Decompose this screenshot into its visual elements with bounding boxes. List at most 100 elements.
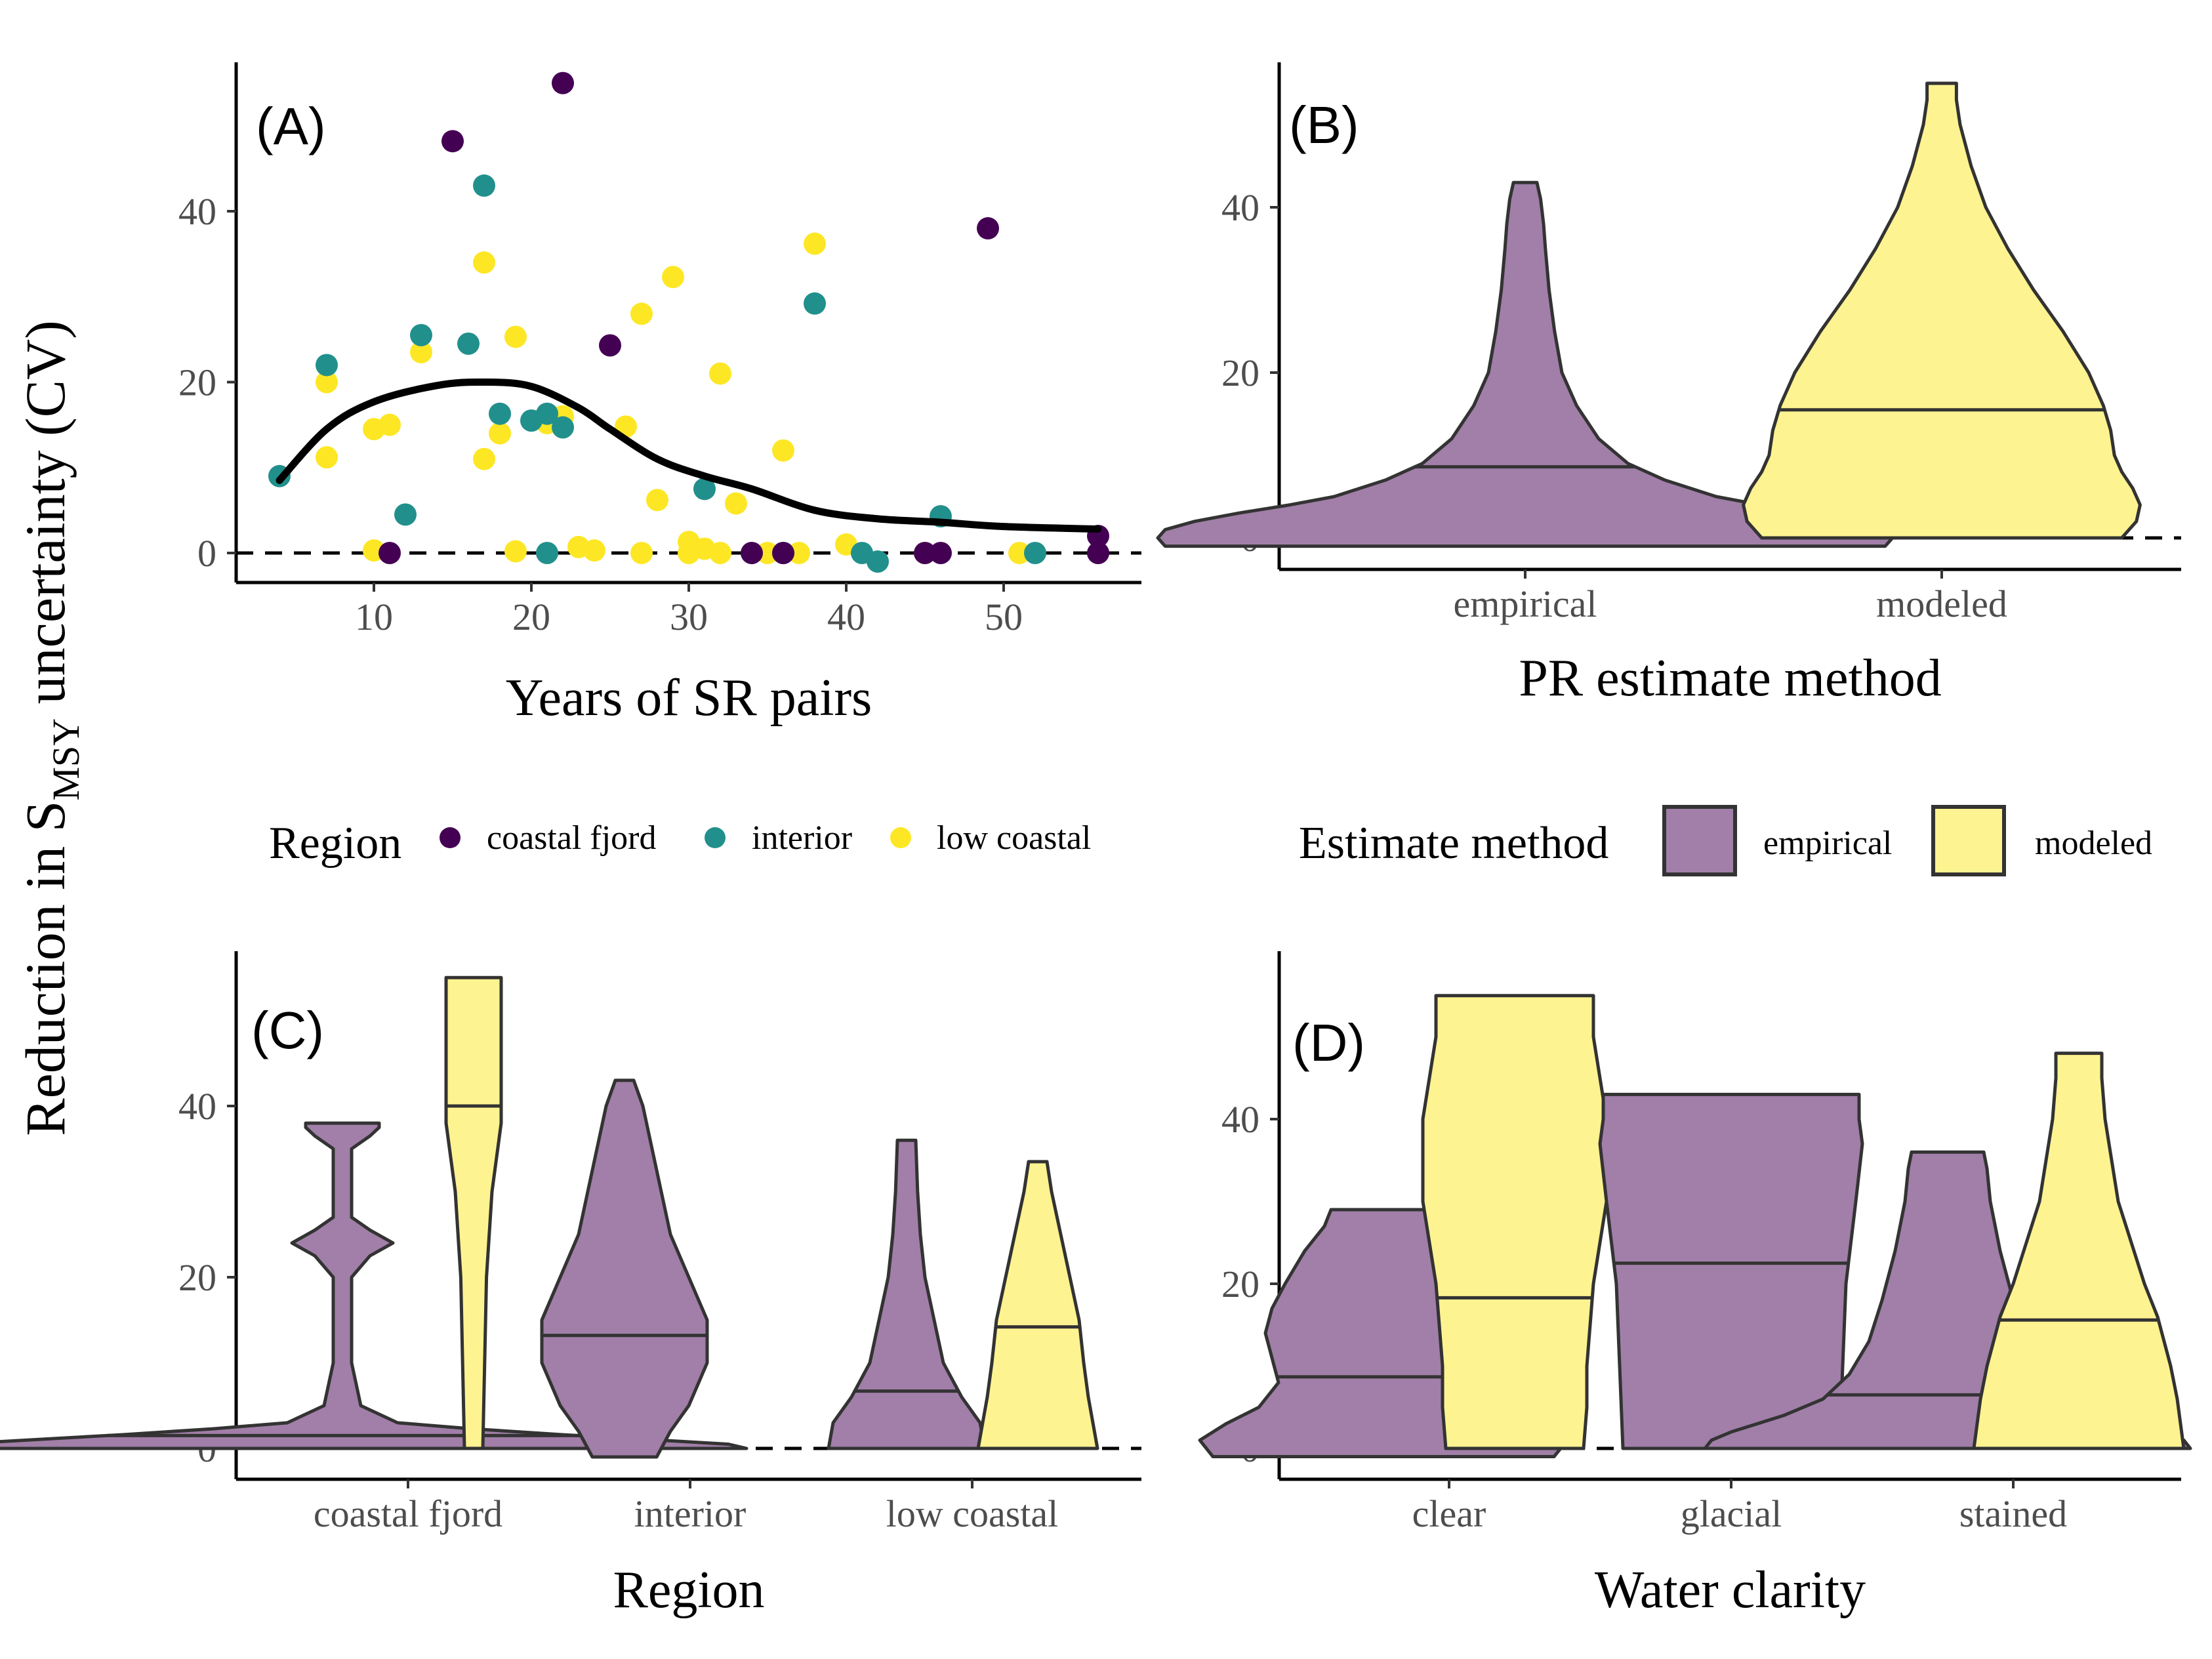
chart-1-x-axis-label: Years of SR pairs [506, 669, 872, 727]
chart-1-y-tick-label-20: 20 [178, 361, 216, 404]
chart-1-interior-point-9 [536, 542, 558, 564]
chart-1-low-coastal-point-26 [756, 542, 779, 564]
chart-4-x-axis-label: Water clarity [1595, 1561, 1866, 1619]
chart-3-violin-low-coastal-empirical [827, 1138, 987, 1450]
chart-2-x-axis-label: PR estimate method [1519, 649, 1941, 707]
legend-key-empirical [1662, 805, 1737, 876]
chart-1-interior-point-17 [1024, 542, 1046, 564]
chart-3-violin-coastal-fjord-empirical [0, 1121, 748, 1450]
chart-4-panel-tag: (D) [1292, 1014, 1365, 1072]
chart-1-x-tick-label-20: 20 [512, 596, 550, 638]
chart-1-low-coastal-point-17 [630, 542, 653, 564]
chart-3-panel-tag: (C) [251, 1001, 324, 1059]
chart-1-panel-tag: (A) [256, 97, 326, 155]
chart-1-interior-point-1 [316, 354, 338, 377]
chart-1-low-coastal-point-23 [709, 362, 731, 385]
chart-1-interior-point-3 [410, 323, 432, 346]
chart-1-low-coastal-point-5 [410, 340, 432, 363]
chart-1-x-tick-label-40: 40 [827, 596, 865, 638]
chart-3-y-tick-label-40: 40 [178, 1085, 216, 1128]
method-legend: Estimate method empirical modeled [1299, 805, 2152, 876]
chart-1-y-tick-label-40: 40 [178, 190, 216, 233]
chart-3-violin-low-coastal-modeled [976, 1160, 1099, 1450]
chart-3-violin-coastal-fjord-modeled [444, 975, 503, 1450]
legend-key-interior [705, 827, 726, 848]
legend-key-coastal-fjord [440, 827, 461, 848]
chart-4-violin-clear-modeled [1421, 994, 1608, 1450]
chart-1-interior-point-6 [489, 402, 511, 425]
chart-1-coastal-fjord-point-5 [772, 542, 794, 564]
chart-1-interior-point-11 [693, 478, 716, 501]
chart-3-x-axis-label: Region [613, 1561, 764, 1619]
y-axis-label: Reduction in SMSY uncertainty (CV) [14, 320, 87, 1136]
chart-1-low-coastal-point-19 [662, 266, 684, 289]
chart-1-low-coastal-point-6 [473, 251, 495, 274]
chart-1-interior-point-15 [867, 550, 889, 573]
legend-key-modeled [1931, 805, 2006, 876]
method-legend-title: Estimate method [1299, 818, 1608, 869]
chart-3-x-tick-label-interior: interior [634, 1492, 747, 1535]
y-axis-label-rest: uncertainty (CV) [14, 320, 77, 718]
panel-a: 0 20 40 (A) Years of SR pairs 10 20 30 40 50 [178, 62, 1141, 727]
chart-4-x-tick-label-glacial: glacial [1681, 1492, 1782, 1535]
chart-1-x-tick-label-50: 50 [985, 596, 1023, 638]
chart-1-low-coastal-point-10 [504, 540, 527, 563]
chart-1-interior-point-10 [552, 416, 574, 439]
legend-label-empirical: empirical [1763, 825, 1892, 862]
legend-label-low-coastal: low coastal [937, 819, 1091, 857]
chart-4-y-tick-label-40: 40 [1221, 1098, 1260, 1141]
chart-1-coastal-fjord-point-3 [599, 334, 621, 357]
chart-1-trend-line [276, 378, 1102, 533]
legend-key-low-coastal [890, 827, 911, 848]
chart-1-low-coastal-point-1 [316, 446, 338, 469]
chart-1-low-coastal-point-27 [772, 439, 794, 462]
chart-1-low-coastal-point-9 [504, 325, 527, 348]
chart-1-x-tick-label-10: 10 [355, 596, 393, 638]
chart-1-x-tick-label-30: 30 [670, 596, 708, 638]
chart-2-y-tick-label-40: 40 [1221, 186, 1260, 229]
chart-3-x-tick-label-coastal-fjord: coastal fjord [314, 1492, 502, 1535]
chart-4-y-tick-label-20: 20 [1221, 1263, 1260, 1305]
chart-4-violin-stained-modeled [1972, 1052, 2186, 1450]
chart-4-x-tick-label-clear: clear [1412, 1492, 1486, 1535]
chart-3-y-tick-label-20: 20 [178, 1256, 216, 1299]
chart-1-coastal-fjord-point-6 [914, 542, 936, 564]
y-axis-label-main: Reduction in S [14, 801, 77, 1136]
chart-1-interior-point-2 [394, 503, 417, 526]
chart-1-low-coastal-point-7 [473, 447, 495, 470]
legend-label-coastal-fjord: coastal fjord [487, 819, 656, 857]
region-legend: Region coastal fjord interior low coasta… [269, 818, 1091, 869]
chart-1-interior-point-8 [536, 402, 558, 425]
chart-4-x-tick-label-stained: stained [1959, 1492, 2067, 1535]
chart-1-interior-point-13 [804, 292, 826, 315]
chart-1-coastal-fjord-point-10 [1087, 542, 1109, 564]
chart-1-low-coastal-point-16 [630, 302, 653, 325]
y-axis-label-sub: MSY [45, 718, 87, 801]
chart-3-violin-interior-empirical [540, 1078, 709, 1459]
chart-1-low-coastal-point-28 [788, 542, 810, 564]
chart-1-low-coastal-point-29 [804, 232, 826, 255]
chart-2-x-tick-label-empirical: empirical [1453, 583, 1597, 625]
chart-1-low-coastal-point-8 [489, 422, 511, 445]
chart-1-interior-point-5 [473, 174, 495, 197]
chart-4-violin-glacial-empirical [1598, 1092, 1864, 1450]
legend-label-interior: interior [752, 819, 852, 857]
chart-1-interior-point-4 [457, 332, 480, 355]
chart-1-coastal-fjord-point-0 [379, 542, 401, 564]
region-legend-title: Region [269, 818, 401, 869]
chart-2-x-tick-label-modeled: modeled [1876, 583, 2007, 625]
chart-1-low-coastal-point-14 [583, 539, 605, 562]
chart-1-low-coastal-point-24 [709, 542, 731, 564]
chart-2-y-tick-label-20: 20 [1221, 352, 1260, 394]
chart-2-violin-modeled-modeled [1742, 81, 2142, 540]
chart-1-coastal-fjord-point-7 [930, 542, 952, 564]
chart-1-y-tick-label-0: 0 [197, 532, 216, 575]
chart-2-violin-empirical-empirical [1156, 180, 1895, 548]
chart-1-coastal-fjord-point-1 [441, 130, 464, 153]
legend-label-modeled: modeled [2035, 825, 2152, 862]
chart-1-coastal-fjord-point-2 [552, 72, 574, 94]
